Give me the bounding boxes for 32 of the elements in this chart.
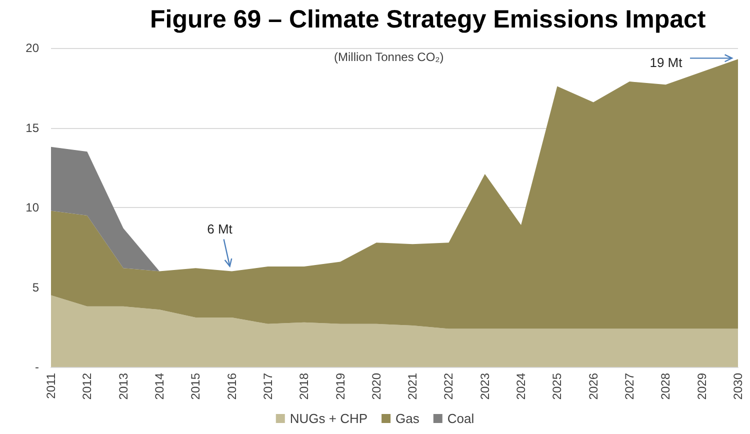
annotation: 6 Mt bbox=[207, 221, 233, 236]
chart-subtitle: (Million Tonnes CO₂) bbox=[334, 50, 444, 64]
y-tick-label: 15 bbox=[26, 120, 40, 135]
x-tick-label: 2017 bbox=[260, 372, 275, 400]
x-tick-label: 2013 bbox=[116, 372, 130, 400]
legend-label: Coal bbox=[447, 411, 474, 426]
x-tick-label: 2016 bbox=[224, 372, 239, 400]
legend-label: Gas bbox=[396, 411, 420, 426]
y-tick-label: - bbox=[35, 360, 39, 374]
y-tick-label: 5 bbox=[32, 280, 40, 294]
legend-label: NUGs + CHP bbox=[290, 411, 368, 426]
x-tick-label: 2014 bbox=[152, 372, 166, 400]
x-tick-label: 2030 bbox=[731, 372, 745, 400]
x-tick-label: 2028 bbox=[658, 372, 673, 400]
y-tick-label: 20 bbox=[26, 41, 40, 55]
y-tick-label: 10 bbox=[26, 200, 40, 214]
x-tick-label: 2029 bbox=[694, 372, 709, 400]
x-tick-label: 2020 bbox=[369, 372, 384, 400]
annotation: 19 Mt bbox=[650, 55, 683, 70]
x-tick-label: 2024 bbox=[514, 372, 528, 400]
x-tick-label: 2012 bbox=[80, 372, 94, 400]
x-tick-label: 2026 bbox=[586, 372, 600, 400]
x-tick-label: 2025 bbox=[550, 372, 564, 400]
chart-title: Figure 69 – Climate Strategy Emissions Impact bbox=[150, 6, 706, 34]
x-tick-label: 2023 bbox=[478, 372, 492, 400]
x-tick-label: 2011 bbox=[44, 372, 58, 399]
x-tick-label: 2019 bbox=[333, 372, 348, 400]
x-tick-label: 2022 bbox=[442, 372, 456, 400]
x-tick-label: 2015 bbox=[188, 372, 203, 400]
x-tick-label: 2021 bbox=[406, 372, 420, 400]
x-tick-label: 2027 bbox=[622, 372, 637, 400]
x-tick-label: 2018 bbox=[297, 372, 312, 400]
